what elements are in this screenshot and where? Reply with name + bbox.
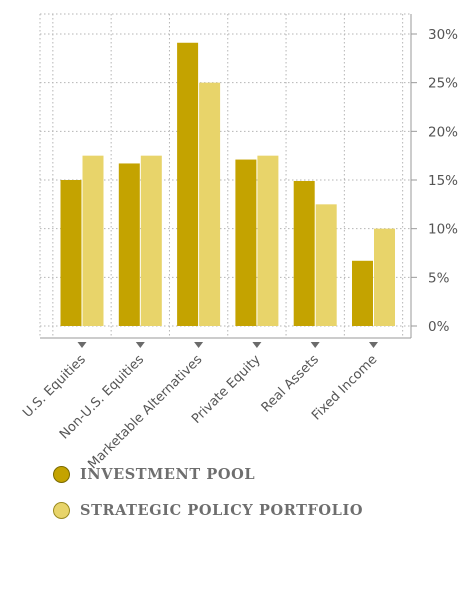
bar-strategic-policy-portfolio bbox=[199, 82, 221, 327]
y-tick-labels: 0% 5% 10% 15% 20% 25% 30% bbox=[411, 27, 458, 335]
y-tick-label: 15% bbox=[428, 173, 458, 189]
y-tick-label: 25% bbox=[428, 76, 458, 92]
x-tick-marker bbox=[310, 342, 320, 348]
x-tick-label: Marketable Alternatives bbox=[85, 352, 205, 472]
bars bbox=[60, 42, 395, 327]
x-tick-marker bbox=[77, 342, 87, 348]
legend-label-investment-pool: INVESTMENT POOL bbox=[80, 466, 256, 483]
legend-swatch-investment-pool bbox=[53, 466, 70, 483]
bar-strategic-policy-portfolio bbox=[140, 155, 162, 326]
x-tick-marker bbox=[252, 342, 262, 348]
y-tick-label: 0% bbox=[428, 319, 450, 335]
bar-investment-pool bbox=[293, 180, 315, 326]
x-tick-label: Real Assets bbox=[259, 352, 322, 415]
bar-strategic-policy-portfolio bbox=[374, 228, 395, 326]
y-tick-label: 5% bbox=[428, 270, 450, 286]
y-tick-label: 30% bbox=[428, 27, 458, 43]
gridlines bbox=[39, 13, 411, 338]
x-tick-marker bbox=[369, 342, 378, 348]
bar-strategic-policy-portfolio bbox=[315, 204, 337, 326]
y-tick-label: 20% bbox=[428, 124, 458, 140]
legend-item-investment-pool: INVESTMENT POOL bbox=[53, 466, 255, 483]
bar-investment-pool bbox=[60, 180, 82, 326]
bar-investment-pool bbox=[235, 159, 257, 326]
legend-swatch-strategic-policy-portfolio bbox=[53, 502, 70, 519]
x-tick-marker bbox=[194, 342, 204, 348]
bar-strategic-policy-portfolio bbox=[82, 155, 104, 326]
legend-item-strategic-policy-portfolio: STRATEGIC POLICY PORTFOLIO bbox=[53, 502, 363, 519]
bar-strategic-policy-portfolio bbox=[257, 155, 279, 326]
y-tick-label: 10% bbox=[428, 222, 458, 238]
bar-investment-pool bbox=[177, 42, 199, 326]
allocation-bar-chart: 0% 5% 10% 15% 20% 25% 30% U.S. EquitiesNon-U.S… bbox=[20, 13, 458, 472]
legend-label-strategic-policy-portfolio: STRATEGIC POLICY PORTFOLIO bbox=[80, 502, 364, 519]
bar-investment-pool bbox=[118, 163, 140, 326]
x-tick-marker bbox=[135, 342, 145, 348]
bar-investment-pool bbox=[352, 260, 373, 326]
